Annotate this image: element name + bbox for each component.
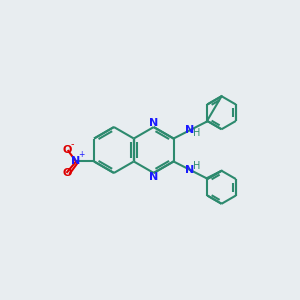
Text: O: O [63,145,72,155]
Text: N: N [185,125,195,135]
Text: -: - [70,139,74,149]
Text: N: N [185,165,195,175]
Text: N: N [149,172,158,182]
Text: H: H [193,128,200,137]
Text: H: H [193,161,200,171]
Text: O: O [63,168,72,178]
Text: N: N [149,118,158,128]
Text: N: N [71,156,81,166]
Text: +: + [78,150,84,159]
